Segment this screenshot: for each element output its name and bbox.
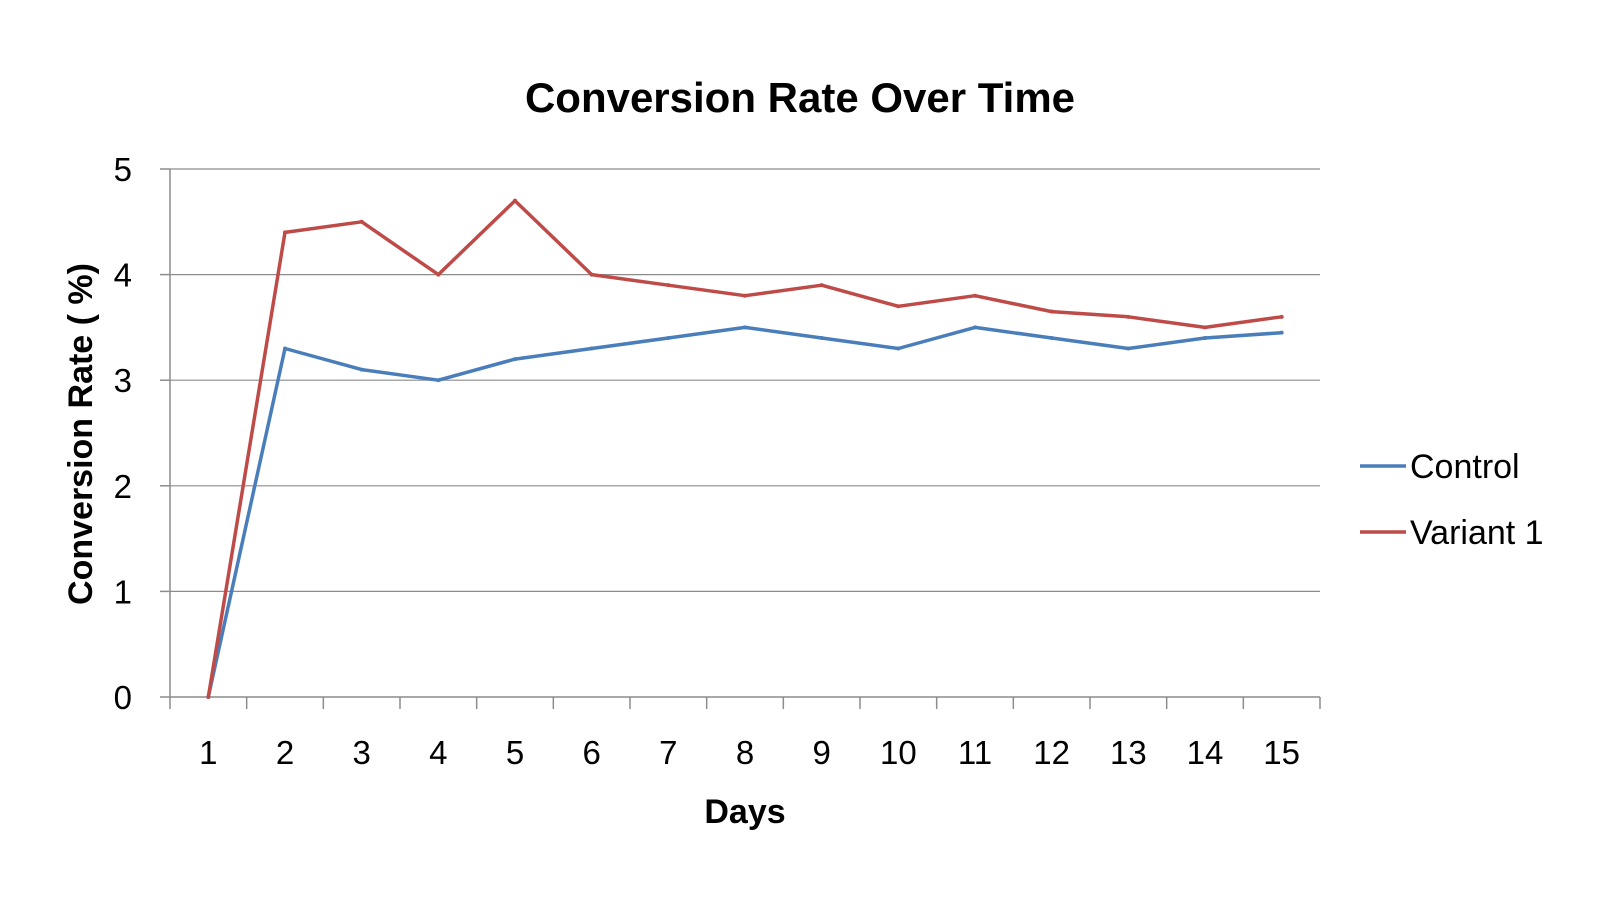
data-point: [1279, 314, 1284, 319]
gridlines: [160, 168, 1320, 698]
data-point: [1126, 346, 1131, 351]
x-tick-label: 9: [812, 734, 830, 771]
data-point: [283, 346, 287, 351]
data-point: [359, 367, 364, 372]
series-line-control: [206, 325, 1284, 699]
data-point: [589, 346, 594, 351]
data-point: [896, 304, 901, 309]
legend-label: Control: [1410, 448, 1520, 486]
x-tick-label: 12: [1033, 734, 1070, 771]
y-tick-label: 3: [114, 362, 132, 399]
data-point: [1203, 325, 1207, 330]
x-tick-label: 14: [1187, 734, 1224, 771]
y-tick-label: 5: [114, 151, 132, 188]
legend: Control Variant 1: [1360, 448, 1544, 552]
data-point: [206, 695, 211, 699]
data-point: [589, 272, 594, 277]
data-point: [1203, 335, 1207, 340]
x-tick-label: 1: [199, 734, 217, 771]
data-point: [1126, 314, 1131, 319]
axes: [169, 169, 1321, 709]
legend-label: Variant 1: [1410, 514, 1544, 552]
data-point: [1049, 335, 1054, 340]
y-tick-label: 0: [114, 679, 132, 716]
x-tick-label: 10: [880, 734, 917, 771]
x-tick-labels: 1 2 3 4 5 6 7 8 9 10 11 12 13 14 15: [199, 734, 1300, 771]
data-point: [1049, 309, 1054, 314]
x-tick-label: 7: [659, 734, 677, 771]
y-axis-title: Conversion Rate ( %): [62, 263, 100, 605]
data-point: [896, 346, 901, 351]
data-point: [743, 325, 747, 330]
data-point: [359, 219, 364, 224]
series-lines: [206, 198, 1284, 699]
data-point: [973, 293, 977, 298]
x-tick-label: 4: [429, 734, 447, 771]
data-point: [819, 335, 824, 340]
chart-title: Conversion Rate Over Time: [525, 74, 1075, 121]
data-point: [743, 293, 747, 298]
x-tick-label: 11: [958, 734, 992, 771]
x-tick-label: 8: [736, 734, 754, 771]
x-tick-label: 15: [1263, 734, 1300, 771]
x-axis-title: Days: [704, 793, 785, 831]
data-point: [666, 335, 671, 340]
data-point: [819, 283, 824, 288]
data-point: [436, 378, 441, 383]
data-point: [436, 272, 441, 277]
x-tick-label: 2: [276, 734, 294, 771]
x-tick-label: 3: [352, 734, 370, 771]
y-tick-label: 2: [114, 468, 132, 505]
data-point: [513, 198, 517, 203]
data-point: [1279, 330, 1284, 335]
y-tick-label: 4: [114, 257, 132, 294]
data-point: [973, 325, 977, 330]
data-point: [513, 357, 517, 362]
y-tick-labels: 0 1 2 3 4 5: [114, 151, 132, 716]
data-point: [283, 230, 287, 235]
x-tick-label: 6: [582, 734, 600, 771]
y-tick-label: 1: [114, 573, 132, 610]
x-tick-label: 13: [1110, 734, 1147, 771]
data-point: [666, 283, 671, 288]
x-tick-label: 5: [506, 734, 524, 771]
